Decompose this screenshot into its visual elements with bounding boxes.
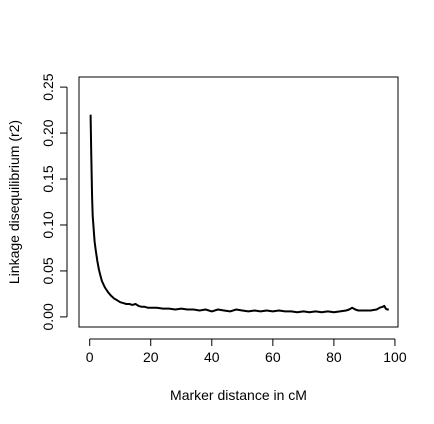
y-axis: 0.00 0.05 0.10 0.15 0.20 0.25 bbox=[40, 73, 68, 331]
x-tick-label: 100 bbox=[383, 349, 407, 365]
y-tick-label: 0.20 bbox=[40, 119, 56, 146]
x-axis: 0 20 40 60 80 100 bbox=[86, 338, 407, 365]
plot-frame bbox=[78, 76, 399, 328]
x-tick-label: 20 bbox=[143, 349, 159, 365]
y-tick-label: 0.25 bbox=[40, 73, 56, 100]
y-tick-label: 0.05 bbox=[40, 257, 56, 284]
y-tick-label: 0.00 bbox=[40, 303, 56, 330]
x-tick-label: 80 bbox=[326, 349, 342, 365]
y-tick-label: 0.10 bbox=[40, 211, 56, 238]
x-axis-title: Marker distance in cM bbox=[170, 387, 307, 403]
series-line bbox=[89, 114, 389, 314]
series-layer bbox=[89, 114, 389, 314]
y-axis-title: Linkage disequilibrium (r2) bbox=[6, 120, 22, 284]
x-tick-label: 60 bbox=[265, 349, 281, 365]
x-tick-label: 40 bbox=[204, 349, 220, 365]
y-tick-label: 0.15 bbox=[40, 165, 56, 192]
x-tick-label: 0 bbox=[86, 349, 94, 365]
